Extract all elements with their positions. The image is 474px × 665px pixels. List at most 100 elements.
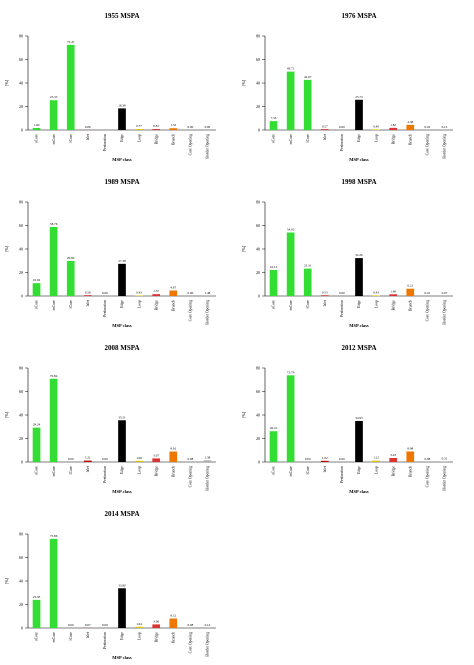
y-tick-label: 60 (256, 223, 260, 228)
y-tick-label: 0 (21, 128, 23, 133)
bar-bridge (389, 127, 398, 130)
x-axis-label: MSP class (349, 323, 369, 328)
bar-lcore (303, 79, 312, 130)
y-tick-label: 0 (258, 294, 260, 299)
data-label-mcore: 70.84 (50, 374, 58, 378)
data-label-border-opening: 0.14 (205, 623, 211, 627)
data-label-islet: 0.53 (322, 290, 328, 294)
x-tick-label-core-opening: Core Opening (426, 300, 430, 322)
data-label-loop: 0.77 (136, 124, 142, 128)
data-label-mcore: 54.03 (287, 228, 295, 232)
bar-lcore (303, 268, 312, 296)
bar-edge (355, 258, 363, 296)
y-tick-label: 0 (21, 294, 23, 299)
y-tick-label: 80 (19, 200, 23, 205)
data-label-lcore: 29.82 (67, 256, 75, 260)
data-label-border-opening: 1.48 (205, 291, 211, 295)
y-tick-label: 80 (256, 34, 260, 39)
data-label-bridge: 3.07 (153, 453, 159, 457)
data-label-lcore: 72.47 (67, 40, 75, 44)
x-tick-label-mcore: mCore (52, 300, 56, 311)
data-label-islet: 0.57 (322, 124, 328, 128)
bar-score (32, 427, 41, 462)
bar-score (269, 431, 278, 462)
y-tick-label: 0 (258, 128, 260, 133)
bar-edge (118, 108, 126, 130)
data-label-edge: 35.51 (118, 415, 126, 419)
data-label-bridge: 3.43 (390, 453, 396, 457)
chart-title: 1976 MSPA (341, 12, 376, 20)
data-label-core-opening: 0.08 (424, 457, 430, 461)
data-label-edge: 25.73 (355, 95, 363, 99)
bar-lcore (66, 260, 75, 296)
data-label-islet: 1.02 (322, 456, 328, 460)
y-tick-label: 40 (256, 81, 260, 86)
x-tick-label-loop: Loop (137, 466, 141, 474)
y-axis-label: [%] (241, 79, 246, 86)
data-label-edge: 27.38 (118, 259, 126, 263)
x-tick-label-islet: Islet (86, 133, 90, 140)
x-tick-label-border-opening: Border Opening (206, 300, 210, 325)
x-tick-label-score: sCore (35, 632, 39, 641)
bar-branch (169, 618, 178, 628)
y-tick-label: 20 (256, 104, 260, 109)
x-axis-label: MSP class (112, 157, 132, 162)
data-label-lcore: 42.67 (304, 75, 312, 79)
bar-bridge (389, 457, 398, 462)
x-tick-label-border-opening: Border Opening (206, 632, 210, 657)
y-tick-label: 80 (19, 366, 23, 371)
data-label-score: 22.13 (270, 265, 278, 269)
x-tick-label-branch: Branch (408, 300, 412, 311)
bar-bridge (152, 458, 161, 462)
y-tick-label: 20 (19, 602, 23, 607)
x-tick-label-branch: Branch (408, 466, 412, 477)
data-label-bridge: 0.81 (153, 124, 159, 128)
y-tick-label: 80 (19, 532, 23, 537)
data-label-islet: 1.21 (85, 456, 91, 460)
x-tick-label-mcore: mCore (52, 466, 56, 477)
bar-mcore (49, 378, 58, 462)
data-label-core-opening: 0.02 (424, 125, 430, 129)
y-tick-label: 40 (19, 81, 23, 86)
bar-edge (118, 588, 126, 628)
y-tick-label: 40 (19, 579, 23, 584)
bar-mcore (49, 538, 58, 628)
x-tick-label-branch: Branch (408, 134, 412, 145)
data-label-branch: 6.21 (407, 284, 413, 288)
x-tick-label-score: sCore (35, 300, 39, 309)
bar-bridge (389, 294, 398, 296)
chart-title: 1955 MSPA (104, 12, 139, 20)
y-tick-label: 40 (256, 247, 260, 252)
data-label-islet: 0.56 (85, 290, 91, 294)
y-axis-label: [%] (241, 245, 246, 252)
bar-loop (372, 295, 380, 296)
chart-panel-1955-mspa: 1955 MSPA 0 20 40 60 80 [%] 1.69 sCore 25.33 mCore… (4, 12, 216, 162)
x-tick-label-lcore: lCore (69, 466, 73, 475)
data-label-edge: 33.80 (118, 583, 126, 587)
x-tick-label-border-opening: Border Opening (443, 134, 447, 159)
data-label-border-opening: 0.13 (442, 125, 448, 129)
y-tick-label: 60 (19, 57, 23, 62)
bar-score (32, 283, 41, 296)
bar-edge (118, 263, 126, 296)
bar-islet (320, 129, 329, 130)
data-label-score: 29.24 (33, 423, 41, 427)
data-label-edge: 18.38 (118, 103, 126, 107)
chart-title: 1989 MSPA (104, 178, 139, 186)
bar-mcore (49, 226, 58, 296)
y-tick-label: 0 (21, 460, 23, 465)
x-axis-label: MSP class (349, 489, 369, 494)
bar-branch (406, 288, 415, 296)
x-tick-label-bridge: Bridge (154, 300, 158, 311)
data-label-bridge: 1.82 (390, 123, 396, 127)
x-tick-label-loop: Loop (137, 632, 141, 640)
x-tick-label-islet: Islet (323, 299, 327, 306)
x-axis-label: MSP class (349, 157, 369, 162)
bar-loop (135, 460, 143, 462)
bar-branch (169, 128, 178, 130)
bar-branch (169, 290, 178, 296)
x-tick-label-perforation: Perforation (103, 134, 107, 151)
x-tick-label-loop: Loop (137, 300, 141, 308)
x-tick-label-loop: Loop (374, 466, 378, 474)
data-label-loop: 1.12 (373, 456, 379, 460)
